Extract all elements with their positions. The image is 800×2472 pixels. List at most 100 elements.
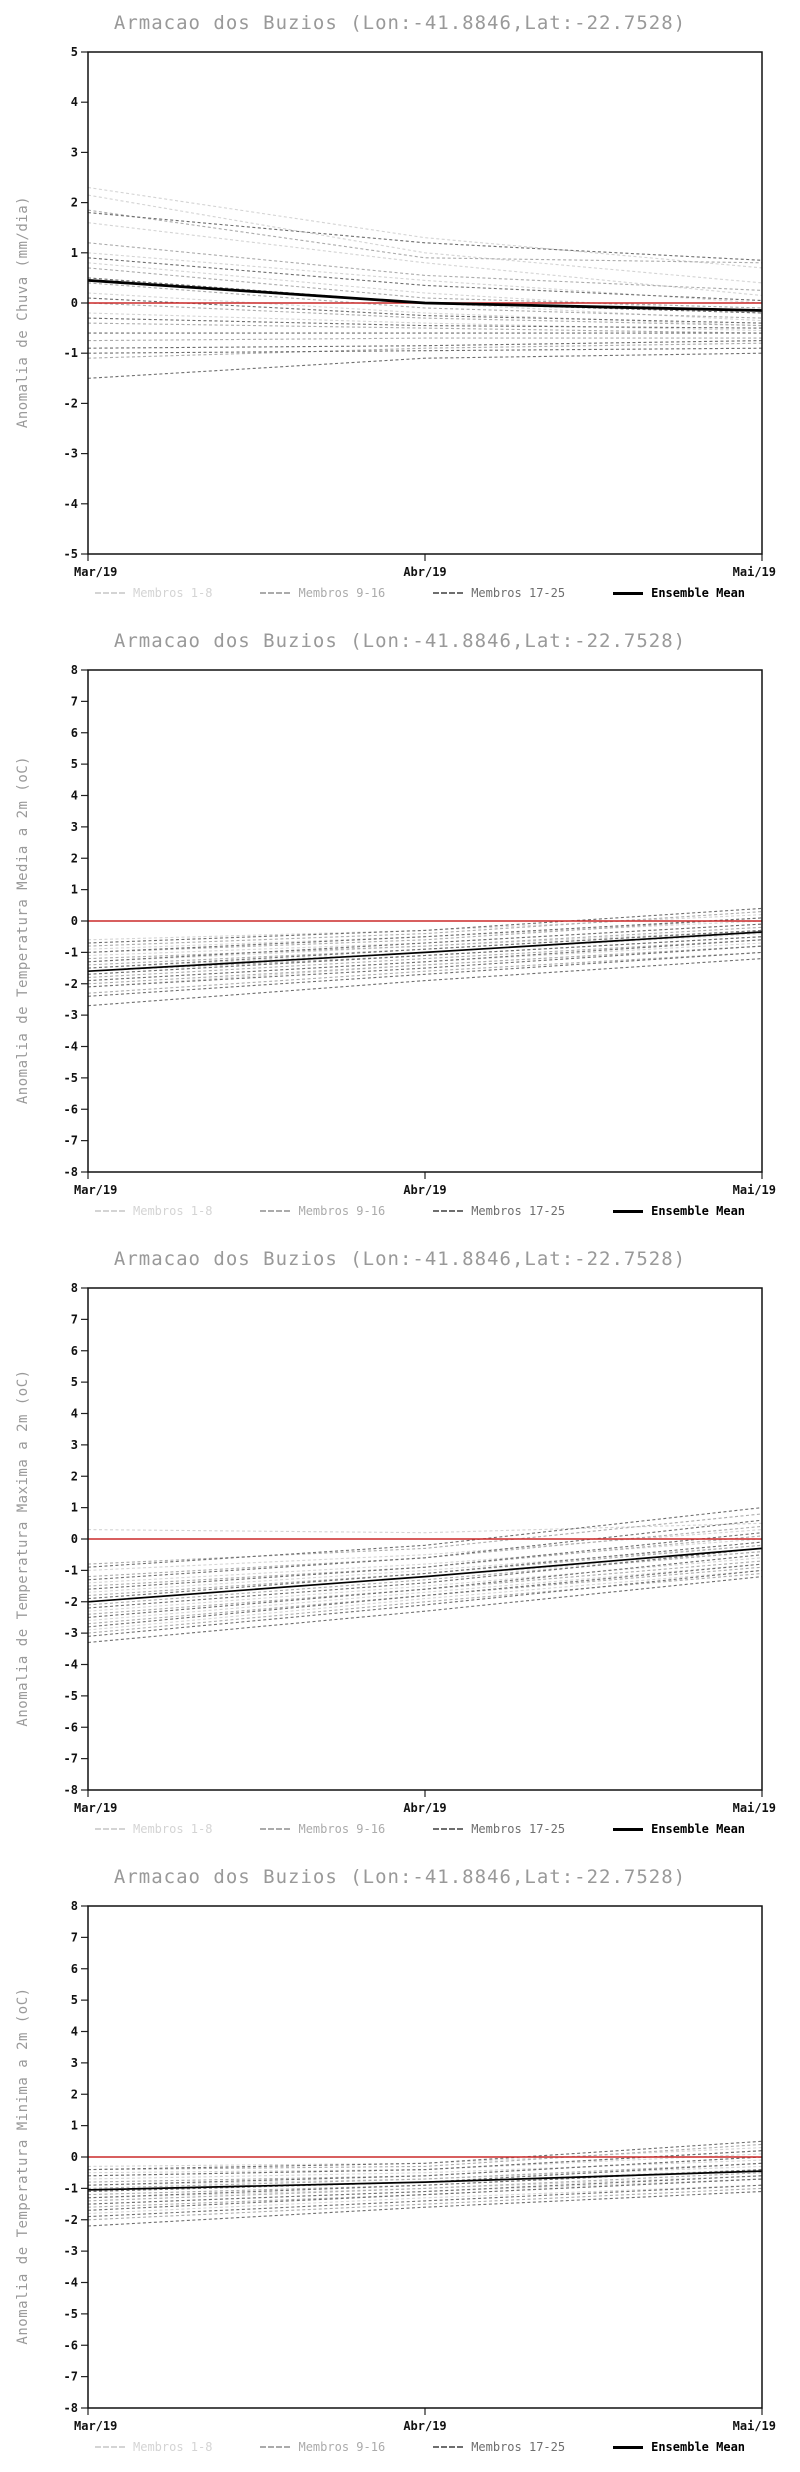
legend: Membros 1-8 Membros 9-16 Membros 17-25 E…	[95, 1204, 800, 1218]
svg-text:2: 2	[71, 2087, 78, 2101]
legend-line-swatch	[260, 592, 291, 594]
legend-label: Ensemble Mean	[651, 1822, 746, 1836]
legend-label: Membros 17-25	[471, 2440, 566, 2454]
legend-item: Ensemble Mean	[613, 586, 745, 600]
svg-text:-3: -3	[64, 1008, 78, 1022]
plot-canvas: -8 -7 -6 -5 -4 -3 -2 -1 0 1 2 3 4 5 6 7 8 Mar/19 Abr/19 Mai…	[64, 663, 776, 1197]
legend-item: Membros 17-25	[433, 2440, 565, 2454]
svg-text:-6: -6	[64, 1720, 78, 1734]
chart-title: Armacao dos Buzios (Lon:-41.8846,Lat:-22…	[113, 1248, 687, 1270]
svg-text:Mar/19: Mar/19	[74, 1183, 117, 1197]
svg-text:4: 4	[71, 95, 78, 109]
plot-canvas: -5 -4 -3 -2 -1 0 1 2 3 4 5 Mar/19 Abr/19 Mai/19	[64, 45, 776, 579]
y-axis-label-column: Anomalia de Temperatura Media a 2m (oC)	[0, 660, 46, 1200]
plot-row: Anomalia de Chuva (mm/dia) -5 -4 -3 -2 -1 0 1 2…	[0, 42, 800, 582]
svg-text:-1: -1	[64, 1563, 78, 1577]
chart-section-mean-temperature: Armacao dos Buzios (Lon:-41.8846,Lat:-22…	[0, 618, 800, 1236]
chart-section-max-temperature: Armacao dos Buzios (Lon:-41.8846,Lat:-22…	[0, 1236, 800, 1854]
legend-item: Membros 17-25	[433, 586, 565, 600]
svg-text:0: 0	[71, 2150, 78, 2164]
svg-text:-4: -4	[64, 1040, 78, 1054]
legend: Membros 1-8 Membros 9-16 Membros 17-25 E…	[95, 586, 800, 600]
svg-text:-4: -4	[64, 497, 78, 511]
legend-line-swatch	[613, 591, 644, 595]
svg-text:-3: -3	[64, 1626, 78, 1640]
plot-row: Anomalia de Temperatura Maxima a 2m (oC)…	[0, 1278, 800, 1818]
svg-text:-4: -4	[64, 1658, 78, 1672]
svg-text:4: 4	[71, 2025, 78, 2039]
svg-text:-5: -5	[64, 1689, 78, 1703]
svg-text:Abr/19: Abr/19	[403, 1183, 446, 1197]
legend-label: Membros 1-8	[133, 1204, 213, 1218]
legend-line-swatch	[433, 1210, 464, 1212]
y-axis-label-column: Anomalia de Temperatura Maxima a 2m (oC)	[0, 1278, 46, 1818]
y-axis-label: Anomalia de Chuva (mm/dia)	[15, 195, 31, 429]
svg-text:-8: -8	[64, 1783, 78, 1797]
legend-line-swatch	[433, 1828, 464, 1830]
plot-canvas: -8 -7 -6 -5 -4 -3 -2 -1 0 1 2 3 4 5 6 7 8 Mar/19 Abr/19 Mai…	[64, 1899, 776, 2433]
y-axis-label-column: Anomalia de Chuva (mm/dia)	[0, 42, 46, 582]
svg-text:-8: -8	[64, 1165, 78, 1179]
svg-text:-7: -7	[64, 1752, 78, 1766]
legend-line-swatch	[433, 2446, 464, 2448]
legend-label: Membros 17-25	[471, 586, 566, 600]
y-axis-label-column: Anomalia de Temperatura Minima a 2m (oC)	[0, 1896, 46, 2436]
plot-row: Anomalia de Temperatura Media a 2m (oC) …	[0, 660, 800, 1200]
svg-text:Mar/19: Mar/19	[74, 565, 117, 579]
svg-text:6: 6	[71, 1344, 78, 1358]
legend-label: Membros 17-25	[471, 1204, 566, 1218]
plot-row: Anomalia de Temperatura Minima a 2m (oC)…	[0, 1896, 800, 2436]
legend-label: Membros 17-25	[471, 1822, 566, 1836]
legend-label: Ensemble Mean	[651, 586, 746, 600]
svg-text:-6: -6	[64, 1102, 78, 1116]
legend-item: Membros 1-8	[95, 2440, 212, 2454]
legend-line-swatch	[95, 592, 125, 594]
svg-text:-6: -6	[64, 2338, 78, 2352]
svg-text:-5: -5	[64, 1071, 78, 1085]
svg-text:7: 7	[71, 1312, 78, 1326]
svg-text:3: 3	[71, 820, 78, 834]
svg-text:0: 0	[71, 1532, 78, 1546]
legend-item: Membros 9-16	[260, 586, 385, 600]
legend-label: Membros 1-8	[133, 1822, 213, 1836]
svg-text:-1: -1	[64, 945, 78, 959]
svg-text:Mai/19: Mai/19	[733, 565, 776, 579]
svg-text:8: 8	[71, 1281, 78, 1295]
legend-label: Membros 1-8	[133, 2440, 213, 2454]
legend-line-swatch	[613, 2445, 644, 2449]
svg-text:3: 3	[71, 1438, 78, 1452]
svg-text:Abr/19: Abr/19	[403, 2419, 446, 2433]
y-axis-label: Anomalia de Temperatura Media a 2m (oC)	[15, 755, 31, 1105]
svg-text:-1: -1	[64, 346, 78, 360]
svg-text:5: 5	[71, 1375, 78, 1389]
legend-line-swatch	[260, 2446, 291, 2448]
chart-title: Armacao dos Buzios (Lon:-41.8846,Lat:-22…	[113, 630, 687, 652]
legend-line-swatch	[613, 1827, 644, 1831]
legend-line-swatch	[433, 592, 464, 594]
svg-text:-4: -4	[64, 2276, 78, 2290]
legend-item: Membros 17-25	[433, 1204, 565, 1218]
svg-text:-2: -2	[64, 396, 78, 410]
svg-text:6: 6	[71, 1962, 78, 1976]
svg-text:Abr/19: Abr/19	[403, 565, 446, 579]
svg-text:-7: -7	[64, 2370, 78, 2384]
svg-text:3: 3	[71, 2056, 78, 2070]
svg-text:Mai/19: Mai/19	[733, 1801, 776, 1815]
legend-label: Ensemble Mean	[651, 1204, 746, 1218]
legend-label: Membros 9-16	[298, 1822, 386, 1836]
legend-item: Membros 17-25	[433, 1822, 565, 1836]
chart-title: Armacao dos Buzios (Lon:-41.8846,Lat:-22…	[113, 1866, 687, 1888]
svg-text:-5: -5	[64, 2307, 78, 2321]
svg-text:5: 5	[71, 757, 78, 771]
svg-text:-1: -1	[64, 2181, 78, 2195]
legend-item: Ensemble Mean	[613, 1822, 745, 1836]
legend-item: Ensemble Mean	[613, 1204, 745, 1218]
svg-text:1: 1	[71, 2119, 78, 2133]
svg-text:1: 1	[71, 246, 78, 260]
svg-text:3: 3	[71, 145, 78, 159]
legend-label: Membros 9-16	[298, 2440, 386, 2454]
legend-label: Membros 9-16	[298, 586, 386, 600]
svg-text:Mai/19: Mai/19	[733, 2419, 776, 2433]
chart-section-precipitation: Armacao dos Buzios (Lon:-41.8846,Lat:-22…	[0, 0, 800, 618]
